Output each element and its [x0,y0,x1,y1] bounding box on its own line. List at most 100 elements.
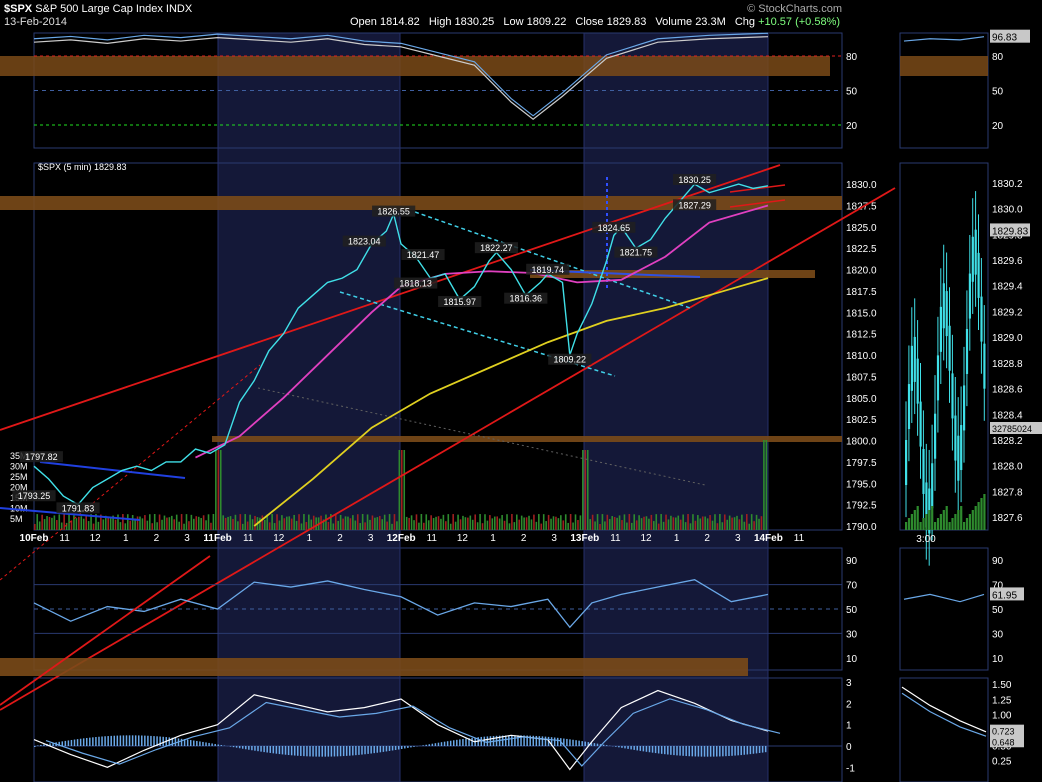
volume-bar [70,520,73,530]
price-annotation: 1791.83 [62,503,95,513]
volume-bar [229,516,232,530]
price-annotation: 1826.55 [377,207,410,217]
volume-bar [621,520,623,530]
volume-bar [293,514,295,530]
rsi-side-ytick-label: 70 [992,581,1004,592]
intraday-volume-bar [931,506,934,530]
stoch-signal-line [33,36,769,121]
macd-histogram-bar [651,746,654,753]
stoch-side-ytick-label: 80 [992,52,1004,63]
macd-histogram-bar [101,736,103,746]
intraday-candle-body [916,358,919,404]
macd-histogram-bar [563,738,565,746]
macd-histogram-bar [731,746,733,756]
volume-bar [114,519,117,530]
macd-histogram-bar [367,746,369,754]
macd-histogram-bar [229,746,232,747]
macd-histogram-bar [440,742,443,746]
stoch-side-line [903,36,985,42]
macd-histogram-bar [688,746,690,757]
volume-bar [679,519,682,530]
macd-histogram-bar [385,746,388,752]
intraday-volume-bar [971,510,974,530]
macd-histogram-bar [73,739,76,746]
macd-histogram-bar [58,741,60,746]
macd-histogram-bar [370,746,372,754]
volume-bar [545,521,547,530]
macd-histogram-bar [333,746,336,757]
intraday-ytick-label: 1829.4 [992,282,1023,293]
macd-histogram-bar [397,746,400,750]
volume-bar [697,515,699,530]
volume-bar [481,523,484,530]
price-ytick-label: 1822.5 [846,244,877,255]
macd-histogram-bar [685,746,687,757]
volume-bar [359,523,362,530]
rsi-side-ytick-label: 90 [992,556,1004,567]
macd-histogram-bar [743,746,746,755]
macd-histogram-bar [85,737,88,746]
macd-histogram-bar [257,746,259,752]
macd-histogram-bar [202,741,204,746]
macd-histogram-bar [208,742,210,746]
macd-histogram-bar [544,736,547,746]
volume-bar [126,514,129,530]
volume-bar [515,514,518,530]
macd-histogram-bar [113,735,116,746]
intraday-volume-bar [939,514,942,530]
macd-histogram-bar [211,743,213,746]
macd-histogram-bar [676,746,678,756]
rsi-ytick-label: 30 [846,629,858,640]
macd-histogram-bar [388,746,391,751]
volume-bar [82,518,85,530]
close-label: Close [575,16,604,28]
price-annotation: 1793.25 [18,491,51,501]
volume-bar [667,519,670,530]
intraday-volume-bar [965,518,969,530]
volume-bar [655,514,658,530]
stoch-line [33,32,769,117]
volume-bar [290,518,293,530]
macd-histogram-bar [193,740,195,746]
volume-bar [635,520,638,530]
macd-histogram-bar [199,741,201,746]
macd-histogram-bar [391,746,394,751]
volume-bar [511,514,513,530]
rsi-panel-side-frame [899,547,989,671]
volume-bar [538,514,540,530]
macd-histogram-bar [700,746,703,757]
macd-histogram-bar [596,743,599,746]
volume-bar [430,515,432,530]
macd-histogram-bar [410,746,412,748]
price-annotation: 1816.36 [510,294,543,304]
x-tick-label: 2 [154,533,160,544]
session-shade [218,33,400,782]
intraday-candle-body [957,435,960,481]
volume-bar [246,521,249,530]
low-value: 1809.22 [526,16,567,28]
macd-histogram-bar [287,746,290,756]
volume-bar [129,520,132,530]
macd-histogram-bar [529,735,531,746]
volume-bar [449,523,452,530]
stoch-ytick-label: 50 [846,87,858,98]
volume-bar [383,514,386,530]
high-value: 1830.25 [454,16,495,28]
macd-histogram-bar [679,746,681,756]
volume-bar [43,519,46,530]
open-value: 1814.82 [379,16,420,28]
wedge-top-line [729,184,786,193]
intraday-ytick-label: 1828.2 [992,436,1023,447]
volume-bar [371,515,374,530]
volume-bar [266,514,269,530]
macd-histogram-bar [627,746,629,749]
intraday-volume-bar [974,506,977,530]
macd-histogram-bar [566,738,568,746]
macd-histogram-bar [52,742,54,746]
volume-bar [34,524,36,530]
volume-bar [567,522,569,530]
volume-bar [396,521,398,530]
volume-bar [684,522,687,530]
macd-histogram-bar [95,737,97,746]
x-tick-label: 12 [90,533,102,544]
